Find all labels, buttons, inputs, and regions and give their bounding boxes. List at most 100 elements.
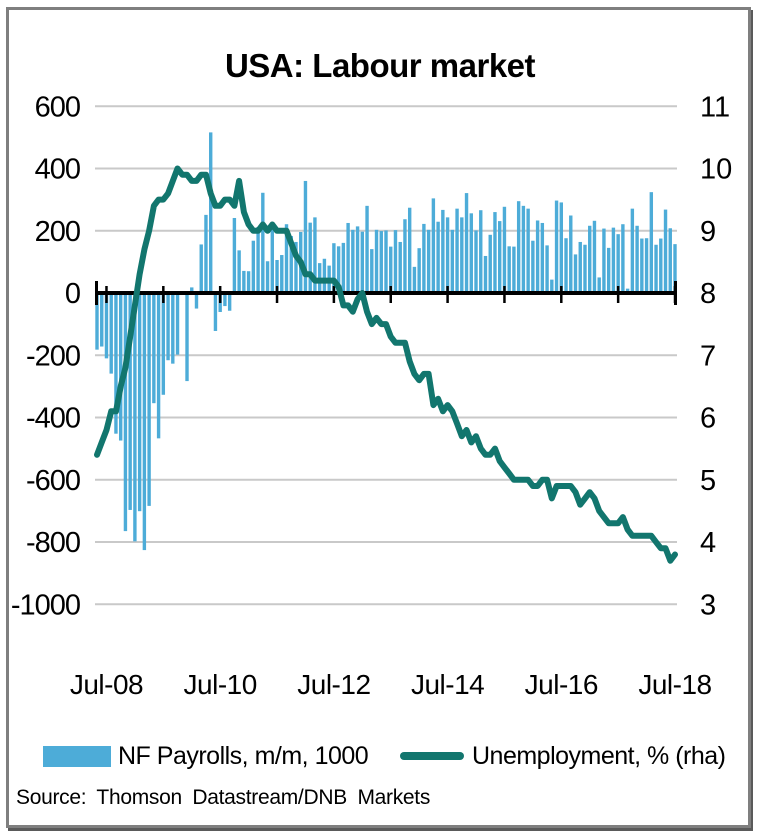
payroll-bar (422, 223, 426, 293)
x-axis-label: Jul-14 (411, 669, 484, 700)
payroll-bar (199, 244, 203, 293)
payroll-bar (673, 244, 677, 293)
payroll-bar (564, 238, 568, 293)
payroll-bar (512, 246, 516, 293)
payroll-bar (498, 221, 502, 293)
y-axis-label-right: 4 (700, 527, 716, 559)
payroll-bar (190, 287, 194, 293)
payroll-bar (630, 208, 635, 293)
payroll-bar (232, 217, 237, 293)
y-axis-label-left: 200 (35, 216, 80, 248)
payroll-bar (407, 207, 412, 293)
x-axis-label: Jul-12 (297, 669, 370, 700)
payroll-bar (251, 240, 256, 293)
payroll-bar (204, 214, 208, 293)
payroll-bar (507, 246, 511, 293)
payroll-bar (474, 230, 478, 293)
payroll-bar (531, 240, 535, 293)
payroll-bar (242, 270, 246, 293)
payroll-bar (663, 209, 668, 293)
payroll-bar (559, 202, 563, 293)
payroll-bar (502, 206, 507, 293)
legend-label-payrolls: NF Payrolls, m/m, 1000 (118, 742, 369, 770)
payroll-bar (649, 192, 654, 293)
labour-market-chart: 600 400 200 0 -200 -400 -600 -800 -1000 11 10 9 8 7 6 5… (11, 91, 732, 700)
payroll-bar (488, 234, 492, 293)
payroll-bar (284, 224, 289, 293)
payroll-bar (554, 200, 559, 293)
y-axis-label-left: -1000 (11, 589, 80, 621)
payroll-bar (464, 193, 469, 293)
payroll-bar (346, 222, 350, 293)
payroll-bar (493, 212, 497, 293)
payroll-bar (275, 260, 279, 293)
payroll-bar (640, 238, 644, 293)
payroll-bar (403, 219, 407, 293)
payroll-bar (336, 246, 341, 293)
payroll-bar (588, 225, 592, 293)
y-axis-label-left: -200 (26, 340, 80, 372)
payroll-bar (540, 222, 545, 293)
payroll-bar (246, 271, 251, 293)
payroll-bar (526, 208, 530, 293)
y-axis-label-left: 400 (35, 154, 80, 186)
payroll-bar (426, 229, 431, 293)
payroll-bar (450, 229, 455, 293)
payroll-bar (237, 250, 241, 293)
y-axis-label-left: -800 (26, 527, 80, 559)
payroll-bar (569, 215, 573, 293)
y-axis-label-left: -600 (26, 465, 80, 497)
payroll-bar (654, 244, 658, 293)
payroll-bar (644, 238, 649, 293)
payroll-bar (445, 217, 450, 293)
payroll-bar (516, 201, 521, 293)
payroll-bar (355, 226, 360, 293)
payroll-bar (313, 217, 317, 293)
payroll-bar (379, 231, 383, 293)
payroll-bar (332, 243, 336, 293)
payroll-bar (303, 180, 308, 293)
payroll-bar (621, 224, 625, 293)
payroll-bar (308, 222, 312, 293)
payroll-bar (118, 293, 123, 441)
payroll-bar (185, 293, 189, 382)
payroll-bar (374, 229, 379, 293)
payroll-bar (171, 293, 175, 364)
payroll-bar (128, 293, 132, 510)
payroll-bar (256, 227, 260, 293)
payroll-bar (393, 230, 398, 293)
payroll-bar (460, 217, 464, 293)
payroll-bar (659, 238, 663, 293)
payroll-bar (606, 247, 611, 293)
payroll-bar (166, 293, 170, 361)
payroll-bar (341, 242, 346, 293)
payroll-bar (194, 293, 199, 309)
payroll-bar (223, 293, 227, 307)
x-axis-label: Jul-08 (70, 669, 143, 700)
payroll-bar (583, 244, 587, 293)
x-axis-label: Jul-16 (525, 669, 598, 700)
chart-title: USA: Labour market (224, 47, 536, 84)
y-axis-label-right: 3 (700, 589, 716, 621)
payroll-bar (417, 248, 421, 293)
payroll-bar (431, 198, 436, 293)
unemployment-line (94, 165, 678, 564)
payroll-bar (635, 225, 639, 293)
legend-bar-swatch (43, 746, 111, 767)
payroll-bar (227, 293, 232, 311)
y-axis-label-left: 0 (65, 278, 80, 310)
payroll-bar (161, 293, 166, 395)
payroll-bar (351, 229, 355, 293)
x-axis-label: Jul-10 (184, 669, 257, 700)
payroll-bar (668, 228, 672, 293)
payroll-bar (156, 293, 161, 439)
legend-line-swatch (400, 752, 464, 760)
payroll-bar (521, 205, 526, 293)
y-axis-label-left: 600 (35, 91, 80, 123)
payroll-bar (294, 241, 298, 293)
payroll-bar (104, 293, 109, 359)
payroll-bar (616, 234, 620, 293)
y-axis-label-right: 11 (700, 91, 730, 123)
y-axis-label-right: 5 (700, 465, 716, 497)
payroll-bar (389, 246, 393, 293)
